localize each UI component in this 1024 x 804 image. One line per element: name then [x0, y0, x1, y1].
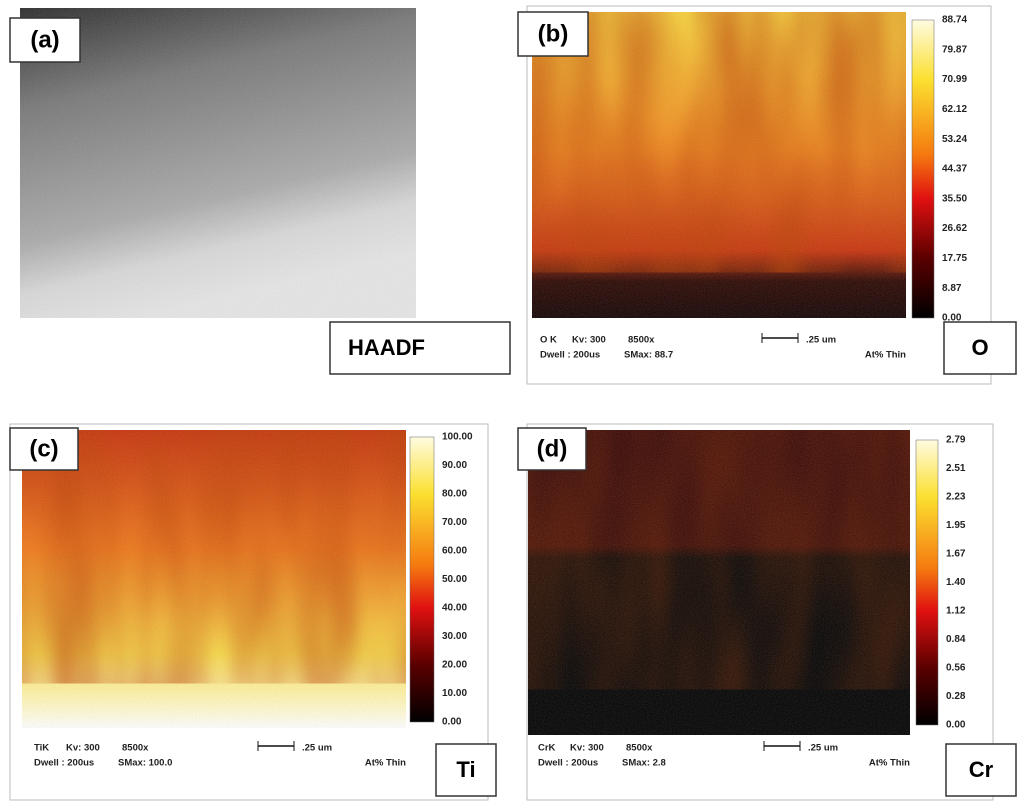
element-label: O [971, 335, 988, 360]
element-box [435, 743, 497, 797]
dwell-time: Dwell : 200us [540, 350, 600, 361]
scale-max: SMax: 100.0 [118, 758, 172, 769]
colorbar-tick-label: 70.99 [942, 74, 967, 85]
dwell-time: Dwell : 200us [538, 758, 598, 769]
scale-max: SMax: 2.8 [622, 758, 666, 769]
map-noise [22, 430, 406, 728]
panel-label: (b) [538, 20, 569, 47]
colorbar-tick-label: 88.74 [942, 15, 967, 26]
element-box [945, 743, 1017, 797]
map-line: O K [540, 335, 557, 346]
voltage: Kv: 300 [66, 743, 100, 754]
scale-max: SMax: 88.7 [624, 350, 673, 361]
quant-mode: At% Thin [365, 758, 406, 769]
colorbar-tick-label: 2.51 [946, 463, 966, 474]
panel-label: (c) [29, 435, 58, 462]
panel-frame [526, 5, 992, 385]
colorbar-tick-label: 8.87 [942, 283, 962, 294]
voltage: Kv: 300 [570, 743, 604, 754]
scale-label: .25 um [302, 743, 332, 754]
colorbar-tick-label: 79.87 [942, 44, 967, 55]
magnification: 8500x [626, 743, 653, 754]
scale-label: .25 um [808, 743, 838, 754]
map-noise [528, 430, 910, 735]
quant-mode: At% Thin [865, 350, 906, 361]
colorbar [911, 19, 935, 319]
colorbar-tick-label: 62.12 [942, 104, 967, 115]
panel-label-box [517, 427, 587, 471]
colorbar-tick-label: 2.79 [946, 435, 966, 446]
map-noise [532, 12, 906, 318]
colorbar-tick-label: 0.84 [946, 634, 966, 645]
colorbar-tick-label: 100.00 [442, 432, 473, 443]
colorbar-tick-label: 2.23 [946, 492, 966, 503]
colorbar-tick-label: 1.67 [946, 549, 966, 560]
colorbar-tick-label: 30.00 [442, 631, 467, 642]
colorbar-tick-label: 26.62 [942, 223, 967, 234]
element-box [329, 321, 511, 375]
colorbar-tick-label: 0.28 [946, 691, 966, 702]
colorbar-tick-label: 90.00 [442, 460, 467, 471]
colorbar [915, 439, 939, 726]
colorbar [409, 436, 435, 723]
map-noise [20, 8, 416, 318]
colorbar-tick-label: 1.95 [946, 520, 966, 531]
magnification: 8500x [122, 743, 149, 754]
colorbar-tick-label: 35.50 [942, 193, 967, 204]
element-label: HAADF [348, 335, 425, 360]
colorbar-tick-label: 1.40 [946, 577, 966, 588]
quant-mode: At% Thin [869, 758, 910, 769]
colorbar-tick-label: 0.56 [946, 663, 966, 674]
colorbar-tick-label: 0.00 [946, 720, 966, 731]
panel-label: (d) [537, 435, 568, 462]
colorbar-tick-label: 50.00 [442, 574, 467, 585]
colorbar-tick-label: 0.00 [442, 717, 462, 728]
dwell-time: Dwell : 200us [34, 758, 94, 769]
magnification: 8500x [628, 335, 655, 346]
colorbar-tick-label: 17.75 [942, 253, 967, 264]
element-label: Ti [456, 757, 475, 782]
map-line: CrK [538, 743, 556, 754]
element-label: Cr [969, 757, 994, 782]
colorbar-tick-label: 53.24 [942, 134, 967, 145]
panel-label-box [9, 427, 79, 471]
element-box [943, 321, 1017, 375]
panel-frame [9, 423, 489, 801]
colorbar-tick-label: 80.00 [442, 489, 467, 500]
colorbar-tick-label: 40.00 [442, 603, 467, 614]
colorbar-tick-label: 60.00 [442, 546, 467, 557]
colorbar-tick-label: 1.12 [946, 606, 966, 617]
colorbar-tick-label: 44.37 [942, 164, 967, 175]
colorbar-tick-label: 0.00 [942, 313, 962, 324]
panel-frame [526, 423, 994, 801]
colorbar-tick-label: 70.00 [442, 517, 467, 528]
panel-label-box [517, 11, 589, 57]
colorbar-tick-label: 20.00 [442, 660, 467, 671]
voltage: Kv: 300 [572, 335, 606, 346]
map-line: TiK [34, 743, 49, 754]
colorbar-tick-label: 10.00 [442, 688, 467, 699]
scale-label: .25 um [806, 335, 836, 346]
panel-label: (a) [30, 26, 59, 53]
panel-label-box [9, 17, 81, 63]
